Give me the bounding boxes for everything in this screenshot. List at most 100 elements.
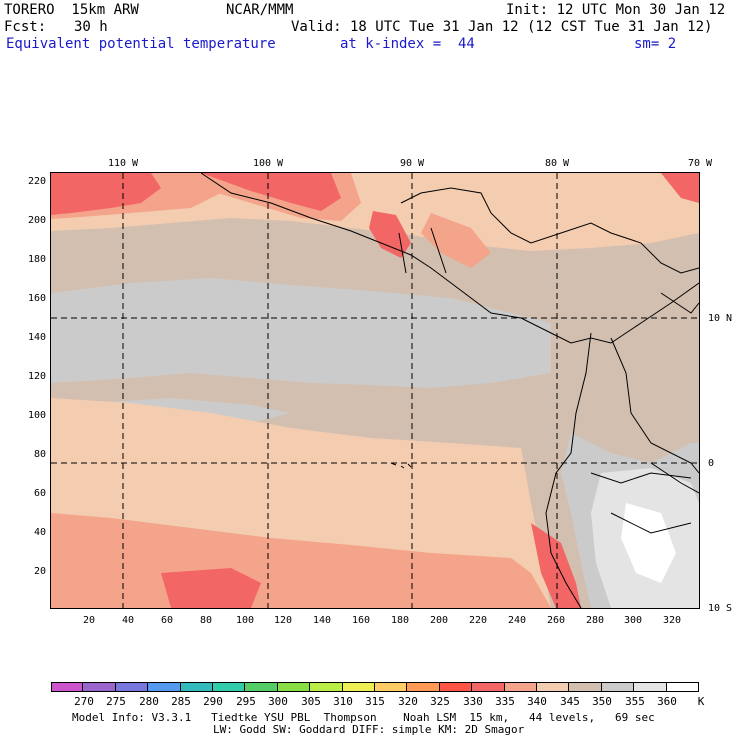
- south-america-west-coast: [545, 332, 592, 608]
- colorbar-label: 270: [74, 695, 94, 708]
- model-title: TORERO 15km ARW: [4, 2, 139, 18]
- field-patch-360-interior: [621, 503, 676, 583]
- colorbar-label: 290: [203, 695, 223, 708]
- caribbean-coastline: [400, 187, 699, 274]
- colorbar-swatch: [51, 682, 84, 692]
- lon-label-80w: 80 W: [544, 158, 570, 169]
- x-tick: 160: [351, 615, 371, 626]
- y-tick: 80: [33, 449, 46, 460]
- x-tick: 220: [468, 615, 488, 626]
- lat-label-10s: 10 S: [708, 603, 733, 614]
- colorbar-swatch: [115, 682, 149, 692]
- colorbar-swatch: [407, 682, 440, 692]
- colorbar-swatch: [310, 682, 343, 692]
- colorbar-swatch: [439, 682, 473, 692]
- lon-label-100w: 100 W: [252, 158, 284, 169]
- forecast-label: Fcst:: [4, 19, 47, 35]
- pacific-coastline-central-america: [200, 173, 699, 344]
- y-tick: 160: [27, 293, 46, 304]
- colorbar-swatch: [504, 682, 537, 692]
- x-tick: 80: [199, 615, 213, 626]
- colorbar-swatch: [342, 682, 375, 692]
- valid-time: Valid: 18 UTC Tue 31 Jan 12 (12 CST Tue …: [291, 19, 713, 35]
- x-tick: 240: [507, 615, 527, 626]
- y-tick: 220: [27, 176, 46, 187]
- colorbar-label: 360: [657, 695, 677, 708]
- x-tick: 40: [121, 615, 135, 626]
- x-tick: 280: [585, 615, 605, 626]
- colombia-border: [610, 337, 699, 474]
- peru-brazil-border: [610, 512, 692, 534]
- x-tick: 200: [429, 615, 449, 626]
- model-info-line-1: Model Info: V3.3.1 Tiedtke YSU PBL Thomp…: [72, 711, 655, 724]
- y-tick: 200: [27, 215, 46, 226]
- colorbar-swatch: [180, 682, 213, 692]
- lat-label-10n: 10 N: [708, 313, 733, 324]
- smoothing-label: sm= 2: [634, 36, 677, 52]
- level-label: at k-index = 44: [340, 36, 475, 52]
- field-patch-335-central-america: [421, 213, 491, 268]
- colorbar-unit: K: [697, 695, 705, 708]
- lon-label-90w: 90 W: [399, 158, 425, 169]
- x-tick: 180: [390, 615, 410, 626]
- colorbar-label: 300: [268, 695, 288, 708]
- lon-label-70w: 70 W: [687, 158, 713, 169]
- colorbar-label: 330: [463, 695, 483, 708]
- colorbar-swatch: [634, 682, 667, 692]
- x-tick: 300: [623, 615, 643, 626]
- y-tick: 100: [27, 410, 46, 421]
- brazil-border: [650, 462, 699, 494]
- coastlines: [200, 173, 699, 608]
- colorbar-label: 315: [365, 695, 385, 708]
- y-tick: 140: [27, 332, 46, 343]
- field-patch-330-nw: [51, 173, 161, 215]
- colorbar-swatch: [245, 682, 278, 692]
- init-time: Init: 12 UTC Mon 30 Jan 12: [506, 2, 726, 18]
- y-tick: 120: [27, 371, 46, 382]
- colorbar-label: 305: [301, 695, 321, 708]
- colorbar-label: 345: [560, 695, 580, 708]
- field-patch-330-guatemala: [369, 211, 411, 258]
- venezuela-coast: [660, 292, 699, 314]
- colorbar-label: 280: [139, 695, 159, 708]
- colorbar-label: 340: [527, 695, 547, 708]
- colorbar-swatch: [148, 682, 181, 692]
- field-name: Equivalent potential temperature: [6, 36, 276, 52]
- x-tick: 320: [662, 615, 682, 626]
- lat-label-0: 0: [708, 458, 715, 469]
- colorbar-label: 335: [495, 695, 515, 708]
- colorbar-swatch: [666, 682, 699, 692]
- model-info-line-2: LW: Godd SW: Goddard DIFF: simple KM: 2D…: [213, 723, 525, 736]
- x-tick: 100: [235, 615, 255, 626]
- y-tick: 20: [33, 566, 46, 577]
- field-patch-330-south: [161, 568, 261, 608]
- forecast-hour: 30 h: [74, 19, 108, 35]
- colorbar-swatch: [83, 682, 116, 692]
- colorbar-label: 350: [592, 695, 612, 708]
- y-tick: 40: [33, 527, 46, 538]
- colorbar-swatch: [569, 682, 602, 692]
- colorbar-label: 285: [171, 695, 191, 708]
- colorbar-swatch: [375, 682, 408, 692]
- colorbar-label: 310: [333, 695, 353, 708]
- equivalent-potential-temperature-map: [51, 173, 699, 608]
- colorbar-label: 325: [430, 695, 450, 708]
- colorbar-swatch: [213, 682, 246, 692]
- colorbar-swatch: [472, 682, 505, 692]
- colorbar-label: 355: [625, 695, 645, 708]
- x-tick: 140: [312, 615, 332, 626]
- latlon-grid: [51, 173, 699, 608]
- field-patch-330-mexico: [201, 173, 341, 211]
- colorbar-swatch: [601, 682, 635, 692]
- organization-label: NCAR/MMM: [226, 2, 294, 18]
- colorbar-swatch: [537, 682, 570, 692]
- lon-label-110w: 110 W: [107, 158, 139, 169]
- ecuador-peru-border: [590, 472, 692, 484]
- x-tick: 120: [273, 615, 293, 626]
- x-tick: 60: [160, 615, 174, 626]
- y-tick: 60: [33, 488, 46, 499]
- central-america-borders: [398, 227, 447, 274]
- colorbar-swatch: [277, 682, 311, 692]
- colorbar-label: 320: [398, 695, 418, 708]
- field-band-350-central: [51, 278, 551, 388]
